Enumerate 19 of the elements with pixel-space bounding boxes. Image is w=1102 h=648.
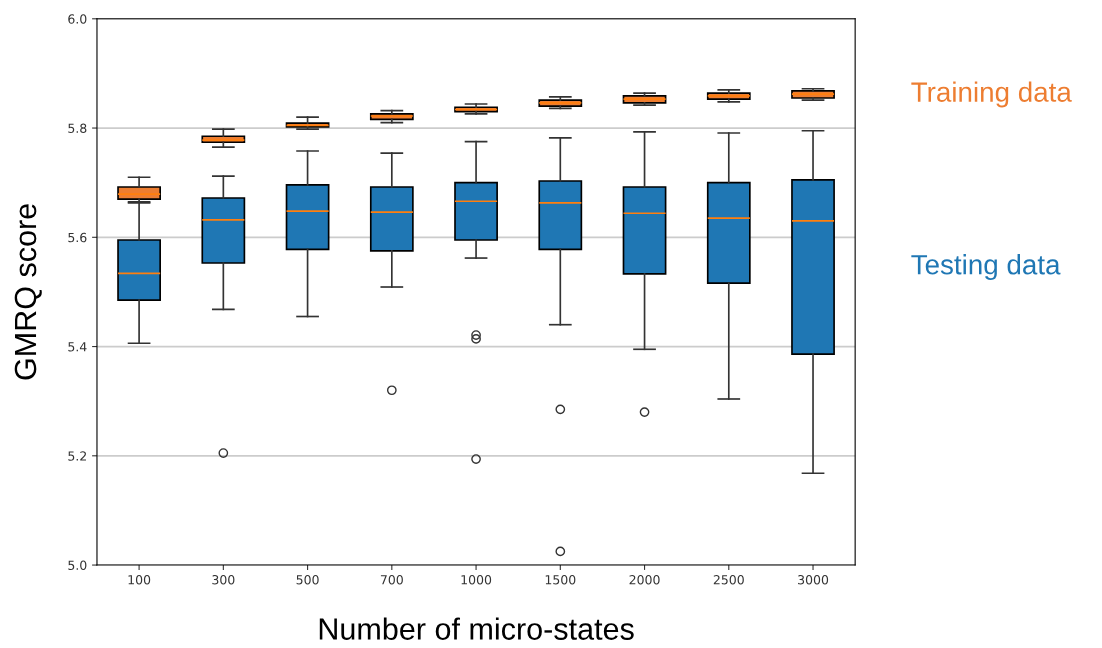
y-axis-title: GMRQ score: [14, 204, 42, 380]
y-tick-label: 5.2: [68, 451, 86, 461]
y-tick-label: 5.8: [68, 123, 87, 133]
x-tick-label: 100: [128, 575, 151, 585]
x-tick-label: 300: [212, 575, 235, 585]
y-tick-label: 6.0: [68, 14, 87, 24]
x-tick-label: 1500: [545, 575, 576, 585]
y-tick-label: 5.6: [68, 232, 87, 243]
y-tick-label: 5.0: [68, 560, 87, 570]
y-tick-label: 5.4: [68, 342, 87, 352]
text: Testing data: [911, 254, 1061, 281]
x-tick-label: 2000: [629, 575, 660, 585]
x-tick-label: 1000: [461, 575, 492, 585]
x-axis-title: Number of micro-states: [319, 617, 634, 640]
text: Training data: [911, 81, 1072, 108]
x-tick-label: 2500: [713, 575, 744, 585]
x-tick-label: 500: [296, 575, 319, 585]
x-tick-label: 700: [380, 575, 403, 585]
x-tick-label: 3000: [798, 575, 829, 585]
